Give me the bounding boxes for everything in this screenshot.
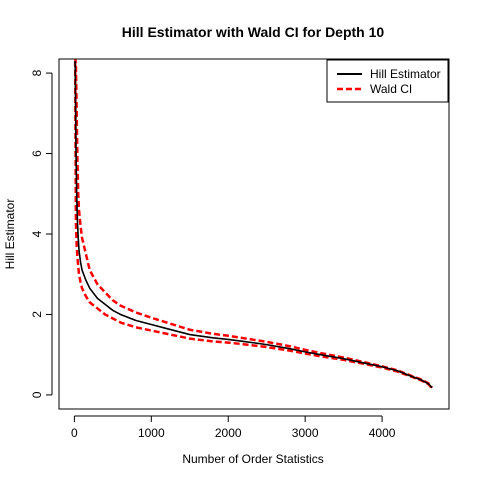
legend-box xyxy=(326,59,449,103)
plot-frame xyxy=(58,58,450,410)
y-axis: 0 2 4 6 8 xyxy=(30,69,53,398)
y-tick-label: 0 xyxy=(30,391,44,398)
x-tick-label: 3000 xyxy=(292,426,319,440)
x-axis-label: Number of Order Statistics xyxy=(182,452,323,466)
y-tick-label: 8 xyxy=(30,69,44,76)
y-axis-label: Hill Estimator xyxy=(3,199,17,270)
x-tick-label: 0 xyxy=(71,426,78,440)
y-tick-label: 4 xyxy=(30,230,44,237)
chart-title: Hill Estimator with Wald CI for Depth 10 xyxy=(122,24,385,40)
x-tick-label: 2000 xyxy=(215,426,242,440)
legend-label-hill: Hill Estimator xyxy=(370,67,441,81)
x-axis: 0 1000 2000 3000 4000 xyxy=(71,415,396,440)
legend-label-wald: Wald CI xyxy=(370,82,412,96)
y-tick-label: 2 xyxy=(30,311,44,318)
legend: Hill Estimator Wald CI xyxy=(326,59,449,103)
series-line-hill-estimator xyxy=(74,61,433,389)
y-tick-label: 6 xyxy=(30,150,44,157)
x-tick-label: 4000 xyxy=(369,426,396,440)
series-layer xyxy=(73,59,434,390)
plot-area xyxy=(73,59,434,390)
x-tick-label: 1000 xyxy=(138,426,165,440)
